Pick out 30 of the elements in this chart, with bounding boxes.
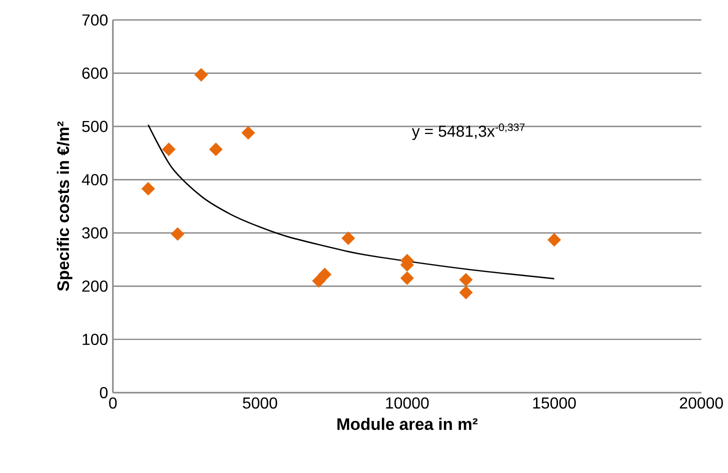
point bbox=[194, 68, 208, 82]
point bbox=[170, 228, 184, 241]
y-tick-label: 400 bbox=[82, 174, 108, 186]
y-tick-label: 300 bbox=[82, 227, 108, 239]
point bbox=[209, 142, 223, 156]
point bbox=[459, 286, 473, 300]
y-tick-label: 200 bbox=[82, 280, 108, 292]
point bbox=[342, 232, 355, 246]
y-tick-label: 600 bbox=[82, 68, 108, 80]
point bbox=[142, 182, 155, 196]
line-series bbox=[148, 124, 555, 280]
x-tick-label: 20000 bbox=[680, 398, 723, 409]
point bbox=[162, 142, 176, 156]
x-axis-title: Module area in m² bbox=[337, 418, 478, 430]
x-tick-label: 10000 bbox=[386, 398, 429, 409]
y-tick-label: 700 bbox=[82, 14, 108, 26]
y-tick-label: 100 bbox=[82, 334, 108, 346]
y-tick-label: 0 bbox=[100, 387, 108, 398]
y-tick-label: 500 bbox=[82, 121, 108, 132]
point bbox=[459, 273, 473, 287]
point bbox=[312, 274, 326, 288]
point bbox=[318, 268, 332, 282]
x-tick-label: 5000 bbox=[242, 398, 278, 409]
x-tick-label: 0 bbox=[109, 398, 117, 409]
x-tick-label: 15000 bbox=[533, 398, 576, 409]
point bbox=[548, 233, 561, 247]
point bbox=[400, 272, 414, 286]
annotation: y = 5481,3x$^{-0,337}$ bbox=[412, 124, 525, 140]
y-axis-title: Specific costs in €/m² bbox=[56, 122, 72, 292]
point bbox=[242, 126, 255, 140]
